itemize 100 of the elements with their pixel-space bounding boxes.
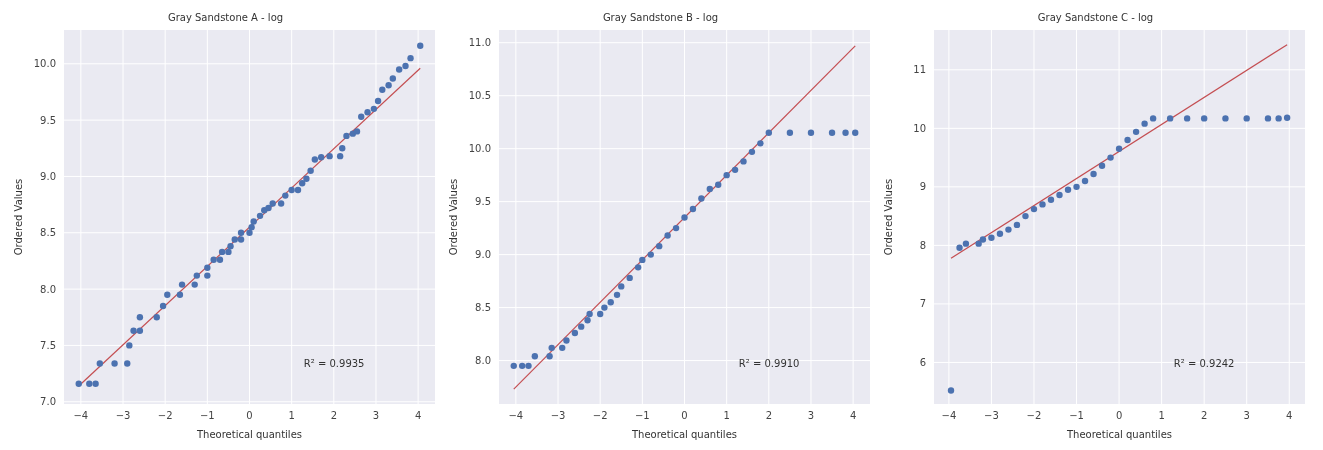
point xyxy=(1200,115,1208,122)
point xyxy=(1098,162,1106,169)
point xyxy=(988,234,995,241)
point xyxy=(1073,183,1080,191)
point xyxy=(723,171,730,179)
point xyxy=(1064,186,1072,193)
point xyxy=(1243,115,1250,122)
point xyxy=(379,86,386,93)
point xyxy=(237,229,245,236)
x-tick-label: −2 xyxy=(1026,410,1042,422)
y-tick-label: 10.5 xyxy=(468,90,491,102)
point xyxy=(757,140,764,147)
x-tick-label: 1 xyxy=(723,410,730,422)
y-tick-label: 8 xyxy=(919,239,926,251)
point xyxy=(111,360,118,367)
point xyxy=(124,360,131,367)
y-tick-label: 11 xyxy=(913,64,926,76)
point xyxy=(374,97,382,105)
point xyxy=(647,251,654,258)
point xyxy=(1107,154,1114,161)
x-tick-label: 2 xyxy=(330,410,338,422)
point xyxy=(126,342,133,349)
point xyxy=(256,212,264,220)
point xyxy=(852,129,859,136)
point xyxy=(765,129,773,136)
point xyxy=(343,132,350,140)
x-tick-label: 0 xyxy=(681,410,688,422)
point xyxy=(277,200,285,207)
x-tick-label: −3 xyxy=(550,410,566,422)
point xyxy=(250,218,257,225)
point xyxy=(395,66,403,73)
point xyxy=(282,192,289,199)
x-tick-label: −3 xyxy=(984,410,999,422)
point xyxy=(586,310,593,318)
chart-title: Gray Sandstone C - log xyxy=(1036,11,1155,25)
y-tick-label: 10 xyxy=(913,122,926,134)
point xyxy=(546,353,553,360)
point xyxy=(578,323,585,330)
x-tick-label: −1 xyxy=(634,410,650,422)
point xyxy=(218,248,226,256)
y-axis-title: Ordered Values xyxy=(882,178,894,256)
y-tick-label: 9.0 xyxy=(40,171,56,182)
x-tick-label: 4 xyxy=(1286,410,1293,422)
point xyxy=(518,362,526,370)
point xyxy=(339,145,346,152)
y-tick-label: 9.5 xyxy=(475,196,491,208)
point xyxy=(130,327,137,334)
annotation: R² = 0.9910 xyxy=(738,358,800,369)
point xyxy=(1039,201,1046,208)
point xyxy=(1022,212,1029,220)
point xyxy=(164,291,171,298)
point xyxy=(681,214,688,221)
y-tick-label: 8.5 xyxy=(40,227,56,239)
point xyxy=(92,380,99,387)
point xyxy=(136,314,144,321)
y-tick-label: 8.5 xyxy=(475,302,491,314)
y-tick-label: 11.0 xyxy=(468,37,491,49)
point xyxy=(656,242,663,250)
point xyxy=(370,105,378,113)
point xyxy=(193,272,200,279)
point xyxy=(626,274,633,282)
point xyxy=(672,224,680,232)
point xyxy=(947,387,955,394)
x-tick-label: −3 xyxy=(115,410,131,422)
point xyxy=(664,232,671,239)
point xyxy=(1056,191,1063,199)
y-tick-label: 8.0 xyxy=(475,355,491,367)
point xyxy=(210,256,217,264)
point xyxy=(639,256,646,264)
x-tick-label: 1 xyxy=(288,410,295,422)
point xyxy=(548,344,555,352)
point xyxy=(159,302,167,310)
x-tick-label: 3 xyxy=(372,410,380,422)
point xyxy=(1222,115,1229,122)
chart-title: Gray Sandstone A - log xyxy=(166,11,285,25)
point xyxy=(311,156,319,163)
y-tick-label: 7 xyxy=(919,298,926,310)
x-tick-label: −1 xyxy=(199,410,215,422)
point xyxy=(204,272,211,279)
point xyxy=(962,240,970,247)
point xyxy=(1275,115,1282,122)
point xyxy=(96,360,104,367)
y-tick-label: 8.0 xyxy=(40,283,56,295)
point xyxy=(1081,177,1089,185)
point xyxy=(807,129,815,136)
point xyxy=(136,327,144,334)
point xyxy=(307,167,314,175)
point xyxy=(689,205,697,213)
point xyxy=(596,310,604,318)
point xyxy=(828,129,836,136)
point xyxy=(248,223,255,231)
point xyxy=(178,281,186,288)
point xyxy=(698,195,705,202)
point xyxy=(563,337,570,344)
point xyxy=(288,186,295,194)
y-tick-label: 9 xyxy=(919,181,926,193)
point xyxy=(75,380,82,387)
point xyxy=(1124,136,1131,144)
y-tick-label: 7.0 xyxy=(40,396,56,408)
point xyxy=(740,158,747,165)
